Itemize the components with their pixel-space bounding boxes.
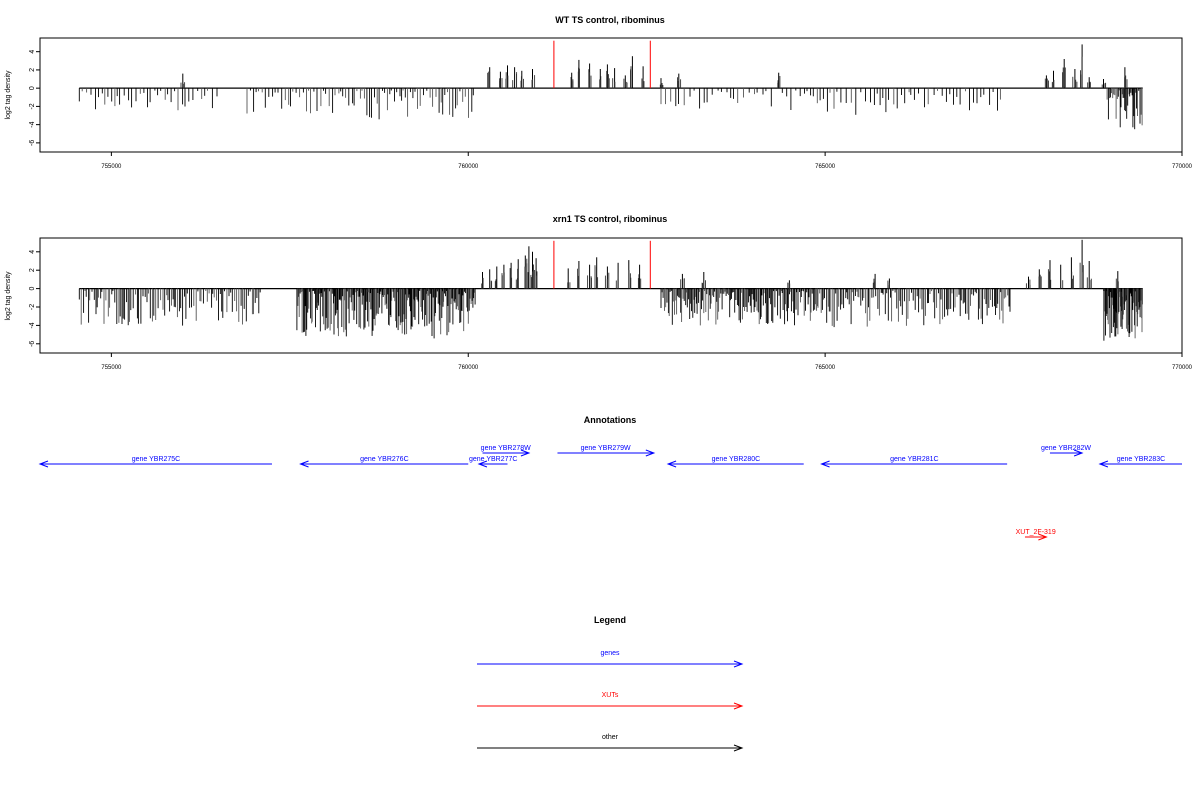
arrow-head	[1038, 533, 1048, 541]
arrow-head	[38, 460, 49, 468]
arrow-head	[733, 744, 744, 752]
plot-frame	[39, 37, 1183, 153]
arrow-head	[1098, 460, 1109, 468]
arrow-head	[477, 460, 488, 468]
legend-label: genes	[600, 650, 620, 657]
x-tick-label: 765000	[815, 164, 836, 170]
x-tick-label: 755000	[101, 164, 122, 170]
y-tick-label: -4	[29, 121, 36, 127]
feature-label: XUT_2F-319	[1016, 529, 1056, 536]
feature-label: gene YBR276C	[360, 456, 409, 463]
legend-label: other	[602, 734, 619, 741]
feature-label: gene YBR280C	[712, 456, 761, 463]
y-axis-label: log2 tag density	[5, 70, 12, 120]
y-tick-label: 4	[29, 250, 36, 254]
x-tick-label: 770000	[1172, 164, 1193, 170]
arrow-head	[733, 702, 744, 710]
legend-panel: Legend genes XUTs other	[477, 615, 744, 752]
annotation-features: gene YBR275C gene YBR276C gene YBR277C gene…	[38, 445, 1182, 541]
arrow-head	[820, 460, 830, 468]
x-tick-label: 760000	[458, 164, 479, 170]
y-tick-label: -2	[29, 103, 36, 109]
arrow-head	[645, 449, 656, 457]
y-tick-label: 4	[29, 50, 36, 54]
annotations-title: Annotations	[584, 415, 637, 425]
x-axis: 755000 760000 765000 770000	[101, 353, 1193, 371]
feature-label: gene YBR275C	[132, 456, 181, 463]
y-tick-label: 2	[29, 68, 36, 72]
y-tick-label: -4	[29, 322, 36, 328]
arrow-head	[1073, 449, 1084, 457]
arrow-head	[666, 460, 677, 468]
x-tick-label: 755000	[101, 365, 122, 371]
panel-xrn1: xrn1 TS control, ribominus log2 tag dens…	[5, 214, 1193, 371]
annotations-panel: Annotations gene YBR275C gene YBR276C gene…	[38, 415, 1182, 541]
y-axis-label: log2 tag density	[5, 271, 12, 321]
y-tick-label: 0	[29, 287, 36, 291]
y-tick-label: 0	[29, 86, 36, 90]
panel-title: xrn1 TS control, ribominus	[553, 214, 668, 224]
bars	[78, 40, 1143, 130]
feature-label: gene YBR283C	[1117, 456, 1166, 463]
arrow-head	[520, 449, 531, 457]
x-tick-label: 770000	[1172, 365, 1193, 371]
feature-label: gene YBR282W	[1041, 445, 1091, 452]
x-axis: 755000 760000 765000 770000	[101, 152, 1193, 170]
y-tick-label: 2	[29, 268, 36, 272]
legend-items: genes XUTs other	[477, 650, 744, 752]
y-tick-label: -2	[29, 304, 36, 310]
feature-label: gene YBR281C	[890, 456, 939, 463]
bars	[78, 239, 1143, 341]
panel-title: WT TS control, ribominus	[555, 15, 665, 25]
y-axis: -6 -4 -2 0 2 4	[29, 250, 41, 347]
feature-label: gene YBR279W	[581, 445, 631, 452]
legend-label: XUTs	[602, 692, 619, 699]
arrow-head	[299, 460, 309, 468]
panel-wt: WT TS control, ribominus log2 tag densit…	[5, 15, 1193, 170]
y-tick-label: -6	[29, 140, 36, 146]
arrow-head	[733, 660, 744, 668]
feature-label: gene YBR278W	[481, 445, 531, 452]
legend-title: Legend	[594, 615, 626, 625]
x-tick-label: 765000	[815, 365, 836, 371]
y-axis: -6 -4 -2 0 2 4	[29, 50, 41, 146]
feature-label: gene YBR277C	[469, 456, 518, 463]
x-tick-label: 760000	[458, 365, 479, 371]
y-tick-label: -6	[29, 341, 36, 347]
